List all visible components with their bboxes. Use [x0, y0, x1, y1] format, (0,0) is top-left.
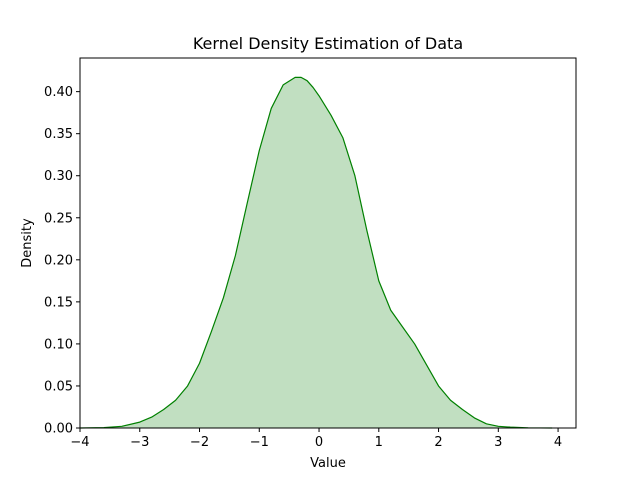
plot-area	[79, 76, 553, 429]
y-tick-label: 0.25	[44, 211, 73, 226]
chart-title: Kernel Density Estimation of Data	[193, 34, 463, 53]
y-axis-label: Density	[20, 218, 35, 268]
x-tick-label: 2	[434, 435, 442, 450]
x-axis-label: Value	[310, 456, 346, 471]
x-tick-label: −2	[190, 435, 209, 450]
x-tick-label: 3	[494, 435, 502, 450]
density-fill	[80, 77, 553, 428]
y-axis: 0.00 0.05 0.10 0.15 0.20 0.25 0.30 0.35 0.40	[44, 85, 80, 437]
x-tick-label: −1	[250, 435, 269, 450]
density-line	[79, 76, 553, 429]
x-tick-label: 4	[554, 435, 562, 450]
y-tick-label: 0.30	[44, 169, 73, 184]
x-axis: −4 −3 −2 −1 0 1 2 3 4	[70, 428, 562, 450]
y-tick-label: 0.10	[44, 337, 73, 352]
y-tick-label: 0.40	[44, 85, 73, 100]
plot-frame	[79, 57, 577, 429]
x-tick-label: −4	[70, 435, 89, 450]
y-tick-label: 0.35	[44, 127, 73, 142]
y-tick-label: 0.20	[44, 253, 73, 268]
x-tick-label: 1	[375, 435, 383, 450]
x-tick-label: 0	[315, 435, 323, 450]
x-tick-label: −3	[130, 435, 149, 450]
y-tick-label: 0.00	[44, 422, 73, 437]
y-tick-label: 0.15	[44, 295, 73, 310]
y-tick-label: 0.05	[44, 379, 73, 394]
